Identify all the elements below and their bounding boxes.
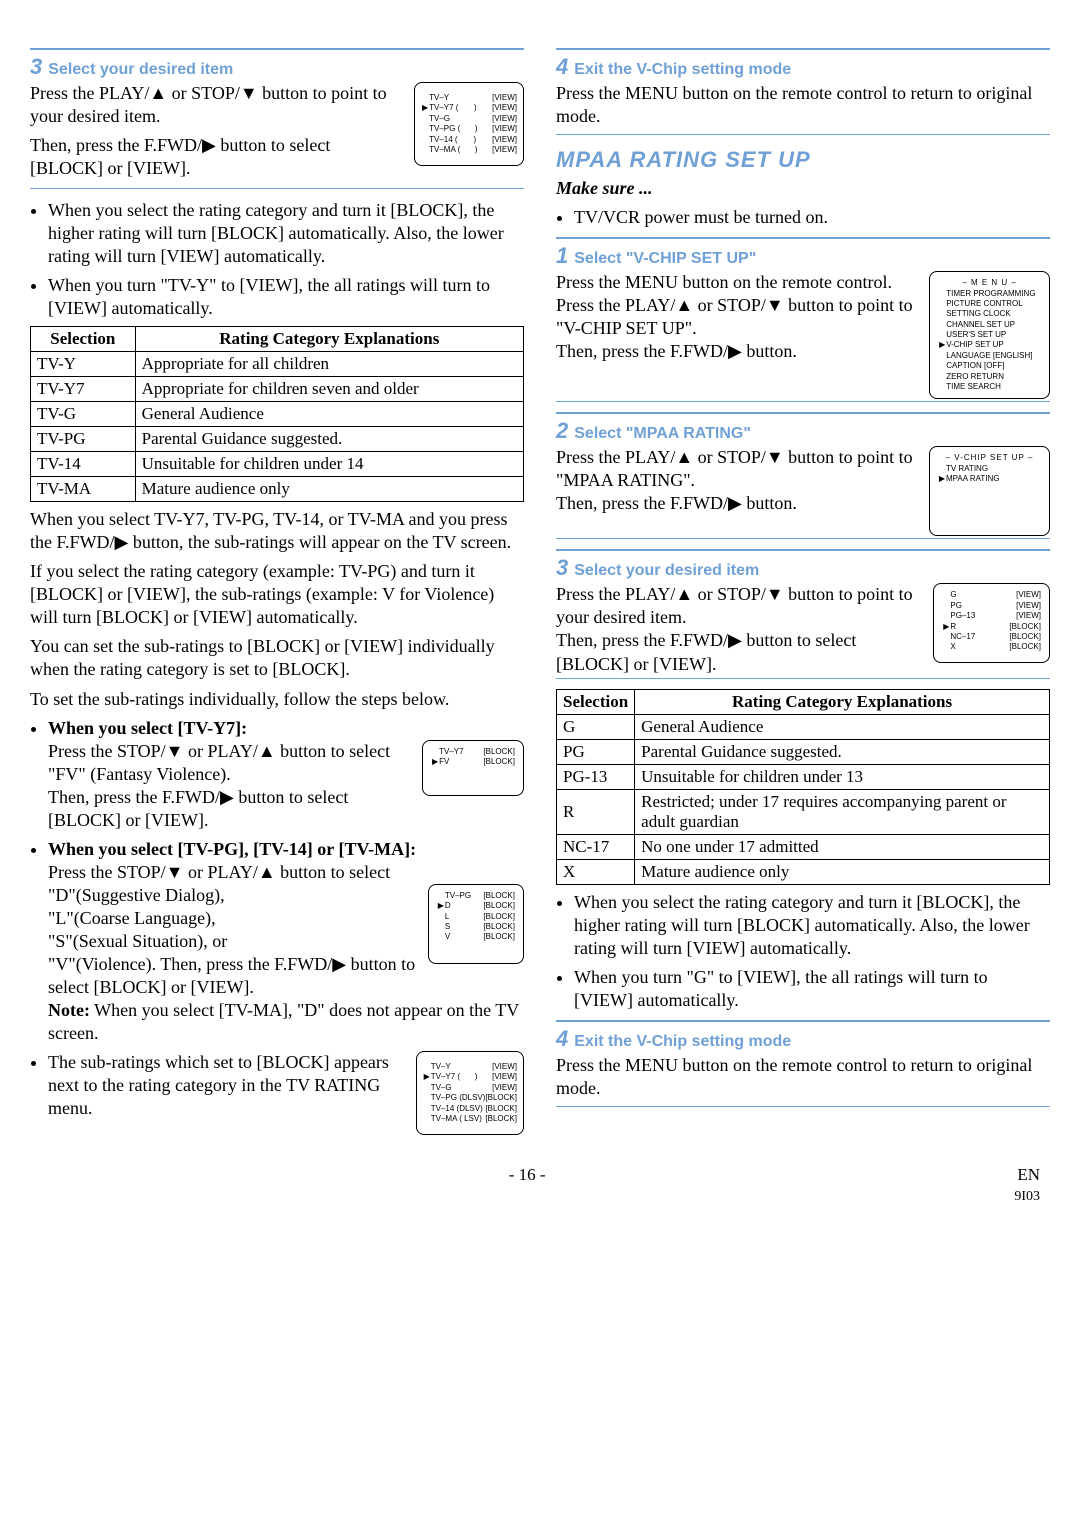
- osd-tv-y7: TV–Y7[BLOCK]▶FV[BLOCK]: [422, 740, 524, 796]
- left-column: 3Select your desired item Press the PLAY…: [30, 40, 524, 1141]
- sub-y7-block: When you select [TV-Y7]: Press the STOP/…: [48, 717, 524, 832]
- left-step3-p2: Then, press the F.FWD/▶ button to select…: [30, 134, 404, 180]
- left-para-3: You can set the sub-ratings to [BLOCK] o…: [30, 635, 524, 681]
- sub-block-display: The sub-ratings which set to [BLOCK] app…: [48, 1051, 524, 1135]
- right-step1-p2: Press the PLAY/▲ or STOP/▼ button to poi…: [556, 294, 919, 340]
- sub-pg-block: When you select [TV-PG], [TV-14] or [TV-…: [48, 838, 524, 1045]
- right-step3-heading: 3Select your desired item: [556, 555, 1050, 581]
- right-step4a-body: Press the MENU button on the remote cont…: [556, 82, 1050, 128]
- footer-code: 9I03: [1014, 1189, 1040, 1204]
- right-step4a-heading: 4Exit the V-Chip setting mode: [556, 54, 1050, 80]
- right-step1-p1: Press the MENU button on the remote cont…: [556, 271, 919, 294]
- right-step3-p2: Then, press the F.FWD/▶ button to select…: [556, 629, 923, 675]
- footer-lang: EN: [1017, 1165, 1040, 1184]
- osd-mpaa-rating: G[VIEW]PG[VIEW]PG–13[VIEW]▶R[BLOCK]NC–17…: [933, 583, 1050, 663]
- left-note-2: When you turn "TV-Y" to [VIEW], the all …: [48, 274, 524, 320]
- left-para-1: When you select TV-Y7, TV-PG, TV-14, or …: [30, 508, 524, 554]
- right-notes-list: When you select the rating category and …: [574, 891, 1050, 1012]
- left-para-4: To set the sub-ratings individually, fol…: [30, 688, 524, 711]
- right-step2-p1: Press the PLAY/▲ or STOP/▼ button to poi…: [556, 446, 919, 492]
- left-para-2: If you select the rating category (examp…: [30, 560, 524, 629]
- left-step3-heading: 3Select your desired item: [30, 54, 524, 80]
- right-step4b-heading: 4Exit the V-Chip setting mode: [556, 1026, 1050, 1052]
- mpaa-rating-table: SelectionRating Category Explanations GG…: [556, 689, 1050, 885]
- osd-vchip-setup: – V-CHIP SET UP –TV RATING▶MPAA RATING: [929, 446, 1050, 536]
- right-note-2: When you turn "G" to [VIEW], the all rat…: [574, 966, 1050, 1012]
- right-step1-heading: 1Select "V-CHIP SET UP": [556, 243, 1050, 269]
- osd-main-menu: – M E N U –TIMER PROGRAMMINGPICTURE CONT…: [929, 271, 1050, 399]
- left-note-1: When you select the rating category and …: [48, 199, 524, 268]
- right-step2-p2: Then, press the F.FWD/▶ button.: [556, 492, 919, 515]
- make-sure-label: Make sure ...: [556, 178, 653, 198]
- left-notes-list-1: When you select the rating category and …: [48, 199, 524, 320]
- section-title-mpaa: MPAA RATING SET UP: [556, 147, 1050, 173]
- right-step3-p1: Press the PLAY/▲ or STOP/▼ button to poi…: [556, 583, 923, 629]
- tv-rating-table: SelectionRating Category Explanations TV…: [30, 326, 524, 502]
- osd-tv-rating-block: TV–Y[VIEW]▶TV–Y7 ()[VIEW]TV–G[VIEW]TV–PG…: [416, 1051, 524, 1135]
- left-step3-p1: Press the PLAY/▲ or STOP/▼ button to poi…: [30, 82, 404, 128]
- page-number: - 16 -: [40, 1165, 1014, 1205]
- right-note-1: When you select the rating category and …: [574, 891, 1050, 960]
- two-column-layout: 3Select your desired item Press the PLAY…: [30, 40, 1050, 1141]
- right-column: 4Exit the V-Chip setting mode Press the …: [556, 40, 1050, 1141]
- right-step1-p3: Then, press the F.FWD/▶ button.: [556, 340, 919, 363]
- right-step4b-body: Press the MENU button on the remote cont…: [556, 1054, 1050, 1100]
- page-footer: - 16 - EN 9I03: [30, 1165, 1050, 1205]
- make-sure-item: TV/VCR power must be turned on.: [574, 206, 1050, 229]
- osd-tv-pg: TV–PG[BLOCK]▶D[BLOCK]L[BLOCK]S[BLOCK]V[B…: [428, 884, 524, 964]
- right-step2-heading: 2Select "MPAA RATING": [556, 418, 1050, 444]
- osd-tv-rating-view: TV–Y[VIEW]▶TV–Y7 ()[VIEW]TV–G[VIEW]TV–PG…: [414, 82, 524, 166]
